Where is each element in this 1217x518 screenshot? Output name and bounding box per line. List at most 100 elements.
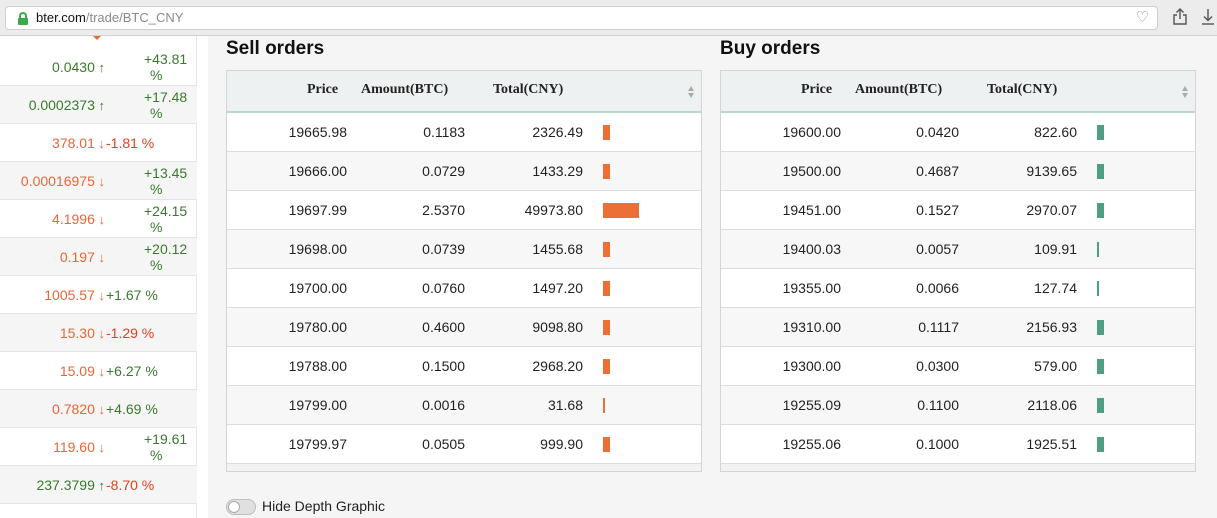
depth-bar — [1097, 125, 1104, 140]
price-cell: 19780.00 — [288, 319, 347, 335]
table-row[interactable]: 19500.00 0.4687 9139.65 — [721, 152, 1195, 191]
table-row[interactable]: 19300.00 0.0300 579.00 — [721, 347, 1195, 386]
table-row[interactable]: 19700.00 0.0760 1497.20 — [227, 269, 701, 308]
ticker-row[interactable]: 0.0002373 ↑ +17.48% — [0, 86, 197, 124]
price-cell: 19300.00 — [782, 358, 841, 374]
total-cell: 127.74 — [1034, 280, 1077, 296]
table-row[interactable]: 19255.09 0.1100 2118.06 — [721, 386, 1195, 425]
ticker-price: 0.00016975 ↓ — [21, 162, 105, 200]
sort-icon[interactable] — [1181, 84, 1189, 100]
col-amount[interactable]: Amount(BTC) — [361, 82, 449, 97]
total-cell: 2968.20 — [532, 358, 583, 374]
ticker-row[interactable]: 0.0430 ↑ +43.81% — [0, 48, 197, 86]
table-row[interactable]: 19799.97 0.0505 999.90 — [227, 425, 701, 464]
table-row[interactable]: 19451.00 0.1527 2970.07 — [721, 191, 1195, 230]
table-row[interactable]: 19780.00 0.4600 9098.80 — [227, 308, 701, 347]
col-price[interactable]: Price — [307, 82, 339, 97]
amount-cell: 0.0057 — [916, 241, 959, 257]
depth-bar — [603, 203, 639, 218]
arrow-down-icon: ↓ — [94, 402, 105, 417]
ticker-price: 4.1996 ↓ — [52, 200, 105, 238]
table-row[interactable]: 19666.00 0.0729 1433.29 — [227, 152, 701, 191]
download-icon[interactable] — [1200, 8, 1216, 26]
url-path: /trade/BTC_CNY — [85, 10, 184, 25]
ticker-price: 237.3799 ↑ — [36, 466, 105, 504]
share-icon[interactable] — [1172, 8, 1188, 26]
ticker-change: +20.12% — [106, 238, 196, 276]
url-text[interactable]: bter.com/trade/BTC_CNY — [36, 10, 183, 26]
depth-bar — [603, 359, 610, 374]
ticker-row[interactable]: 0.7820 ↓ +4.69 % — [0, 390, 197, 428]
depth-bar — [603, 242, 610, 257]
table-header: Price Amount(BTC) Total(CNY) — [721, 71, 1195, 113]
ticker-row[interactable]: 0.00016975 ↓ +13.45% — [0, 162, 197, 200]
ticker-row[interactable]: 15.09 ↓ +6.27 % — [0, 352, 197, 390]
amount-cell: 0.1100 — [917, 397, 959, 413]
table-row[interactable]: 19697.99 2.5370 49973.80 — [227, 191, 701, 230]
total-cell: 109.91 — [1034, 241, 1077, 257]
table-row[interactable]: 19400.03 0.0057 109.91 — [721, 230, 1195, 269]
depth-bar — [603, 281, 610, 296]
table-row[interactable]: 19255.06 0.1000 1925.51 — [721, 425, 1195, 464]
table-row[interactable]: 19600.00 0.0420 822.60 — [721, 113, 1195, 152]
amount-cell: 0.1527 — [916, 202, 959, 218]
ticker-price-value: 237.3799 — [36, 477, 95, 493]
col-price[interactable]: Price — [801, 82, 833, 97]
ticker-row[interactable]: 0.197 ↓ +20.12% — [0, 238, 197, 276]
total-cell: 1497.20 — [532, 280, 583, 296]
sell-orders-title: Sell orders — [226, 38, 325, 59]
ticker-price: 0.0002373 ↑ — [29, 86, 105, 124]
table-row[interactable]: 19665.98 0.1183 2326.49 — [227, 113, 701, 152]
col-total[interactable]: Total(CNY) — [493, 82, 564, 97]
ticker-price-value: 0.0430 — [52, 59, 95, 75]
price-cell: 19400.03 — [782, 241, 841, 257]
ticker-row[interactable]: 378.01 ↓ -1.81 % — [0, 124, 197, 162]
hide-depth-toggle[interactable] — [226, 499, 256, 515]
ticker-price: 1005.57 ↓ — [44, 276, 105, 314]
col-amount[interactable]: Amount(BTC) — [855, 82, 943, 97]
ticker-change-text: -1.81 % — [106, 135, 155, 151]
price-cell: 19255.09 — [782, 397, 841, 413]
ticker-change-text: +19.61 — [144, 431, 188, 447]
heart-icon[interactable]: ♡ — [1135, 9, 1149, 26]
table-row[interactable]: 19799.00 0.0016 31.68 — [227, 386, 701, 425]
depth-bar — [1097, 359, 1104, 374]
ticker-price: 15.30 ↓ — [60, 314, 105, 352]
ticker-change-text: % — [150, 447, 163, 463]
ticker-list: 0.0430 ↑ +43.81% 0.0002373 ↑ +17.48% 378.01 … — [0, 36, 197, 518]
depth-bar — [1097, 398, 1104, 413]
ticker-change-text: +24.15 — [144, 203, 188, 219]
ticker-price-value: 0.0002373 — [28, 97, 95, 113]
ticker-change-text: +20.12 — [144, 241, 188, 257]
ticker-row[interactable]: 15.30 ↓ -1.29 % — [0, 314, 197, 352]
ticker-change-text: % — [150, 181, 163, 197]
table-row[interactable]: 19788.00 0.1500 2968.20 — [227, 347, 701, 386]
table-row[interactable]: 19355.00 0.0066 127.74 — [721, 269, 1195, 308]
address-bar[interactable]: bter.com/trade/BTC_CNY ♡ — [5, 6, 1158, 30]
price-cell: 19355.00 — [782, 280, 841, 296]
ticker-price: 0.0430 ↑ — [52, 48, 105, 86]
price-cell: 19600.00 — [782, 124, 841, 140]
depth-bar — [603, 398, 605, 413]
ticker-change: +6.27 % — [106, 352, 196, 390]
amount-cell: 0.4600 — [422, 319, 465, 335]
ticker-row[interactable]: 237.3799 ↑ -8.70 % — [0, 466, 197, 504]
price-cell: 19665.98 — [288, 124, 347, 140]
depth-bar — [1097, 320, 1104, 335]
col-total[interactable]: Total(CNY) — [987, 82, 1058, 97]
depth-bar — [1097, 281, 1099, 296]
ticker-row[interactable]: 1005.57 ↓ +1.67 % — [0, 276, 197, 314]
arrow-down-icon: ↓ — [94, 326, 105, 341]
ticker-change: +1.67 % — [106, 276, 196, 314]
table-footer — [721, 463, 1195, 471]
ticker-row[interactable]: 4.1996 ↓ +24.15% — [0, 200, 197, 238]
table-row[interactable]: 19698.00 0.0739 1455.68 — [227, 230, 701, 269]
depth-bar — [1097, 164, 1104, 179]
ticker-row[interactable]: 119.60 ↓ +19.61% — [0, 428, 197, 466]
sort-icon[interactable] — [687, 84, 695, 100]
ticker-price: 0.197 ↓ — [60, 238, 105, 276]
ticker-change: +43.81% — [106, 48, 196, 86]
table-row[interactable]: 19310.00 0.1117 2156.93 — [721, 308, 1195, 347]
arrow-down-icon: ↓ — [94, 174, 105, 189]
ticker-change-text: % — [150, 67, 163, 83]
